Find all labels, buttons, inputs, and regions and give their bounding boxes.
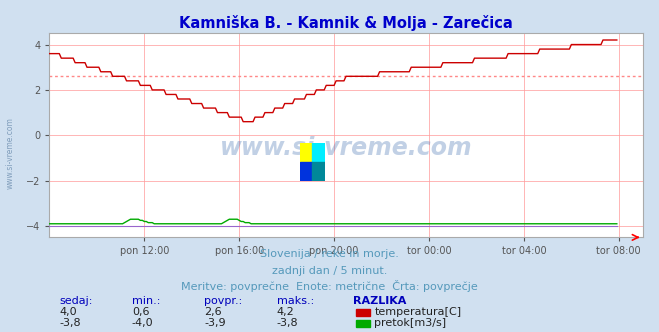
Text: min.:: min.: [132,296,160,306]
Text: sedaj:: sedaj: [59,296,93,306]
Text: RAZLIKA: RAZLIKA [353,296,406,306]
Bar [300,143,312,162]
Text: maks.:: maks.: [277,296,314,306]
Text: www.si-vreme.com: www.si-vreme.com [219,135,473,160]
Text: -4,0: -4,0 [132,318,154,328]
Bar [312,162,325,181]
Bar [300,162,312,181]
Text: 4,0: 4,0 [59,307,77,317]
Text: 2,6: 2,6 [204,307,222,317]
Text: pretok[m3/s]: pretok[m3/s] [374,318,446,328]
Text: -3,9: -3,9 [204,318,226,328]
Text: 4,2: 4,2 [277,307,295,317]
Text: -3,8: -3,8 [277,318,299,328]
Text: Meritve: povprečne  Enote: metrične  Črta: povprečje: Meritve: povprečne Enote: metrične Črta:… [181,281,478,292]
Text: 0,6: 0,6 [132,307,150,317]
Text: zadnji dan / 5 minut.: zadnji dan / 5 minut. [272,266,387,276]
Text: povpr.:: povpr.: [204,296,243,306]
Text: www.si-vreme.com: www.si-vreme.com [5,117,14,189]
Text: Slovenija / reke in morje.: Slovenija / reke in morje. [260,249,399,259]
Text: -3,8: -3,8 [59,318,81,328]
Bar [312,143,325,162]
Text: temperatura[C]: temperatura[C] [374,307,461,317]
Title: Kamniška B. - Kamnik & Molja - Zarečica: Kamniška B. - Kamnik & Molja - Zarečica [179,15,513,31]
